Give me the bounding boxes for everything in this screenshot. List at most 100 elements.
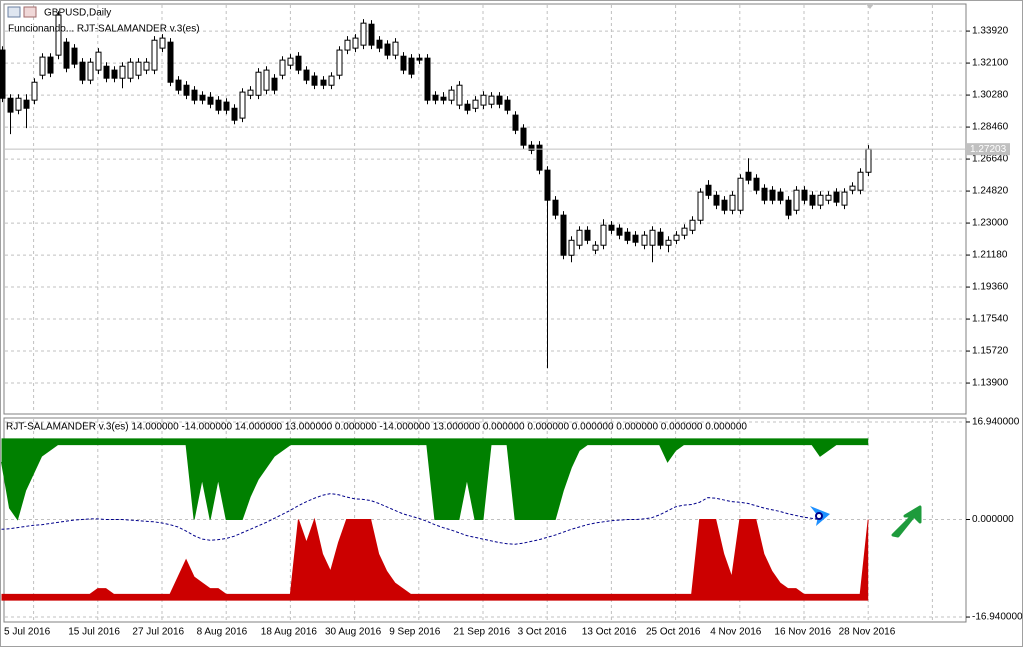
candle-body xyxy=(360,22,367,46)
x-tick-label: 25 Oct 2016 xyxy=(646,627,701,638)
x-tick-label: 3 Oct 2016 xyxy=(518,627,567,638)
candle-body xyxy=(849,185,856,191)
plot-layer: 1.33920 1.32100 1.30280 1.28460 1.26640 1.248… xyxy=(0,5,1023,638)
candle-body xyxy=(536,144,543,171)
area-fill xyxy=(1,438,869,520)
indicator-title: RJT-SALAMANDER v.3(es) 14.000000 -14.000… xyxy=(6,422,747,433)
candle-body xyxy=(151,39,158,71)
candle-body xyxy=(825,194,832,201)
candle-body xyxy=(576,229,583,246)
area-fill xyxy=(1,519,869,601)
shift-marker xyxy=(866,4,874,9)
y-tick-label: -16.940000 xyxy=(972,612,1023,623)
candle-body xyxy=(55,14,62,56)
candle-body xyxy=(753,177,760,191)
candle-body xyxy=(239,91,246,119)
candle-body xyxy=(504,99,511,111)
x-tick-label: 13 Oct 2016 xyxy=(582,627,637,638)
candle-body xyxy=(279,59,286,76)
candle-body xyxy=(809,194,816,206)
candle-body xyxy=(392,41,399,56)
x-tick-label: 30 Aug 2016 xyxy=(325,627,382,638)
candle-body xyxy=(608,224,615,231)
candle-body xyxy=(817,194,824,206)
icon xyxy=(7,6,21,18)
candle-body xyxy=(320,79,327,86)
x-tick-label: 4 Nov 2016 xyxy=(710,627,762,638)
x-tick-label: 28 Nov 2016 xyxy=(839,627,896,638)
main-panel xyxy=(3,3,967,415)
candle-body xyxy=(448,89,455,101)
candle-body xyxy=(673,234,680,241)
candle-body xyxy=(199,94,206,101)
candle-body xyxy=(87,61,94,81)
candle-body xyxy=(79,61,86,81)
y-tick-label: 16.940000 xyxy=(972,417,1020,428)
candle-body xyxy=(207,96,214,105)
y-tick-label: 1.15720 xyxy=(972,346,1009,357)
candle-body xyxy=(697,191,704,221)
candle-body xyxy=(143,61,150,71)
y-tick-label: 1.30280 xyxy=(972,90,1009,101)
signal-arrow-blue xyxy=(810,506,830,526)
candle-body xyxy=(103,65,110,79)
candle-body xyxy=(352,37,359,49)
candle-body xyxy=(833,191,840,203)
arrow-dot xyxy=(815,512,823,520)
x-tick-label: 15 Jul 2016 xyxy=(68,627,120,638)
candle-body xyxy=(584,229,591,241)
candle-body xyxy=(263,69,270,91)
candle-body xyxy=(440,96,447,101)
candle-body xyxy=(713,194,720,206)
symbol-icons xyxy=(7,6,37,18)
candle-body xyxy=(785,199,792,216)
candle-body xyxy=(857,171,864,191)
candle-body xyxy=(632,234,639,243)
current-price-label: 1.27203 xyxy=(970,144,1007,155)
indicator-line xyxy=(1,493,821,545)
candle-body xyxy=(31,81,38,101)
candle-body xyxy=(568,239,575,256)
x-tick-label: 18 Aug 2016 xyxy=(261,627,318,638)
candle-body xyxy=(560,214,567,256)
candle-body xyxy=(47,56,54,74)
x-tick-label: 16 Nov 2016 xyxy=(774,627,831,638)
area-edge xyxy=(1,444,869,521)
y-tick-label: 1.33920 xyxy=(972,26,1009,37)
candle-body xyxy=(705,184,712,196)
candle-body xyxy=(247,89,254,96)
y-tick-label: 1.17540 xyxy=(972,314,1009,325)
candle-body xyxy=(255,71,262,96)
candle-body xyxy=(456,84,463,106)
y-tick-label: 1.32100 xyxy=(972,58,1009,69)
candle-body xyxy=(745,171,752,181)
chart-subtitle: Funcionando... RJT-SALAMANDER v.3(es) xyxy=(8,24,200,35)
candle-body xyxy=(665,239,672,246)
chart-title: GBPUSD,Daily xyxy=(44,8,111,19)
up-arrow-icon xyxy=(891,505,922,538)
x-tick-label: 8 Aug 2016 xyxy=(197,627,248,638)
candle-body xyxy=(657,231,664,246)
candle-body xyxy=(63,41,70,69)
y-tick-label: 0.000000 xyxy=(972,514,1014,525)
candle-body xyxy=(303,69,310,81)
candle-body xyxy=(336,49,343,76)
candle-body xyxy=(416,57,423,61)
y-tick-label: 1.19360 xyxy=(972,282,1009,293)
y-tick-label: 1.24820 xyxy=(972,186,1009,197)
icon xyxy=(23,6,37,18)
candle-body xyxy=(616,227,623,236)
candle-body xyxy=(23,99,30,109)
candle-body xyxy=(737,177,744,211)
candle-body xyxy=(761,187,768,201)
candle-body xyxy=(600,224,607,246)
x-tick-label: 5 Jul 2016 xyxy=(4,627,51,638)
candle-body xyxy=(552,199,559,216)
candle-body xyxy=(528,144,535,151)
current-price-box xyxy=(967,143,1010,156)
candle-body xyxy=(111,69,118,79)
candle-body xyxy=(159,37,166,49)
candle-body xyxy=(376,39,383,49)
candle-body xyxy=(488,95,495,105)
candle-body xyxy=(801,189,808,201)
